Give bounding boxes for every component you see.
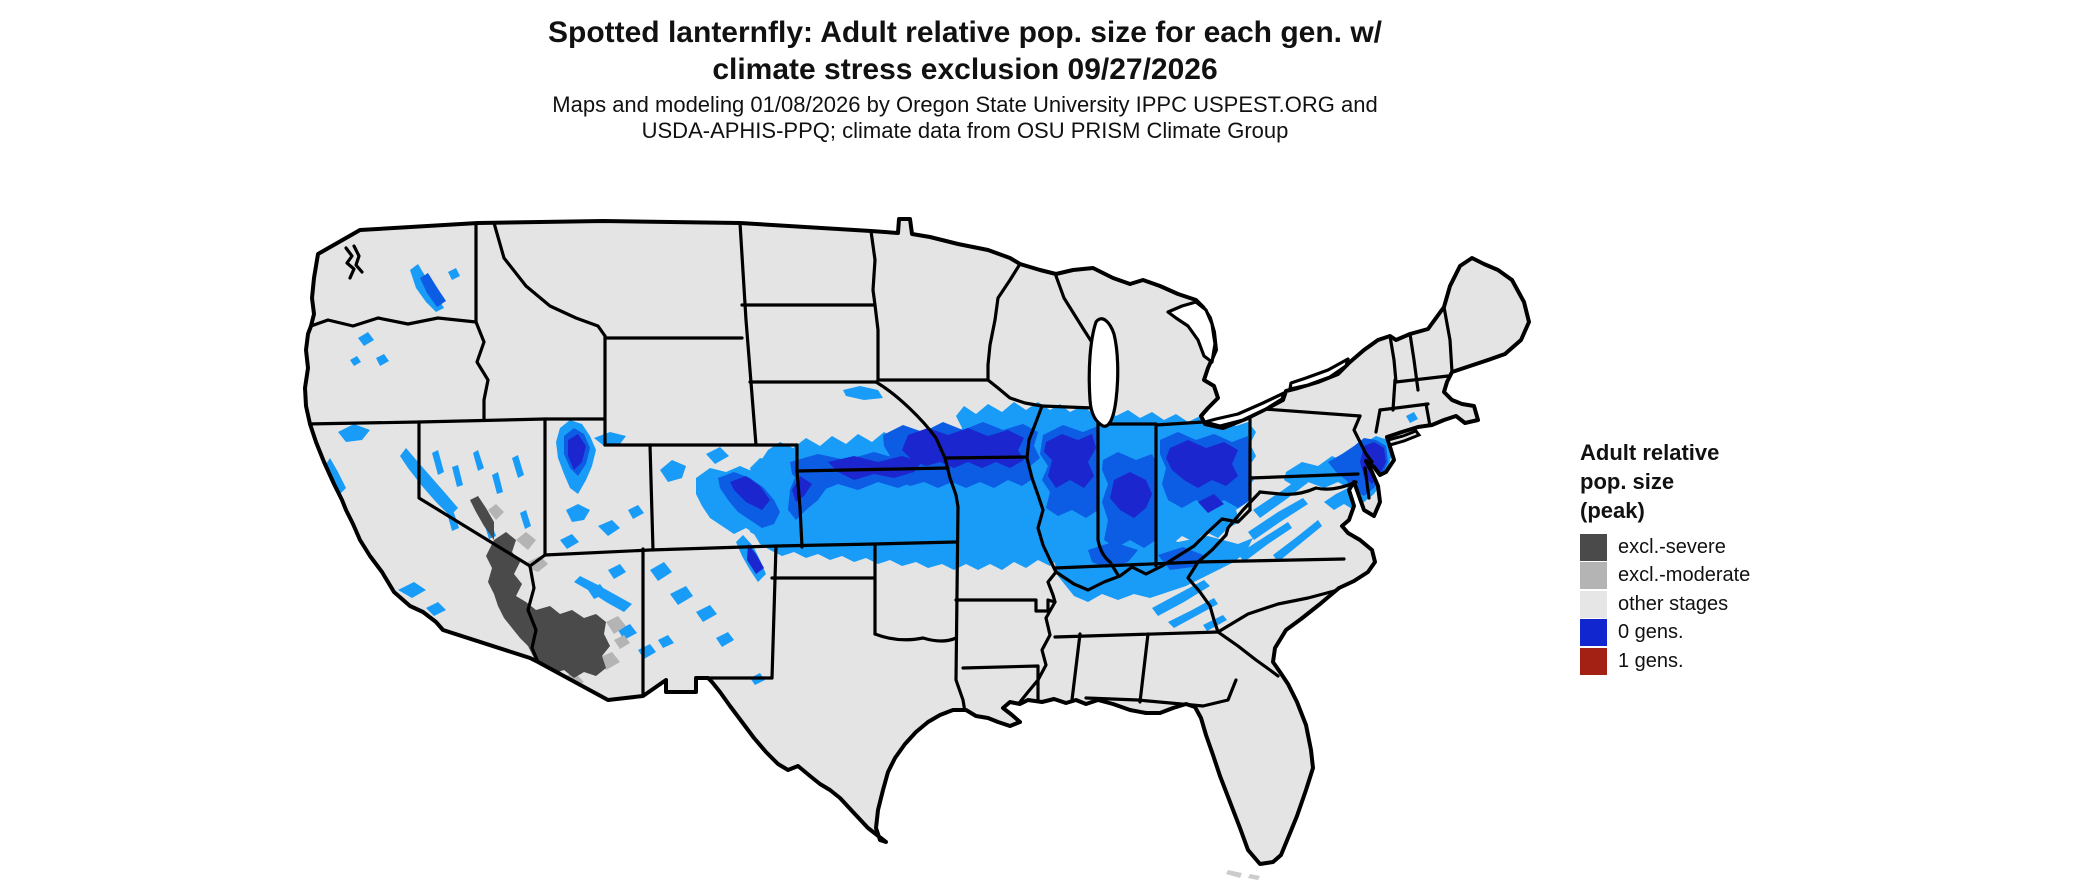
blue-region-deep-cores	[568, 428, 1386, 574]
legend-label-excl-moderate: excl.-moderate	[1618, 564, 1751, 587]
legend-swatch-other-stages	[1580, 590, 1607, 618]
legend-swatch-excl-moderate	[1580, 562, 1607, 590]
legend-label-0-gens: 0 gens.	[1618, 621, 1684, 644]
lake-huron	[1166, 300, 1217, 364]
long-island	[1385, 429, 1422, 447]
legend-label-other-stages: other stages	[1618, 592, 1729, 615]
map-subtitle-line-1: Maps and modeling 01/08/2026 by Oregon S…	[552, 92, 1378, 117]
conus-coastline	[303, 217, 1531, 866]
map-subtitle: Maps and modeling 01/08/2026 by Oregon S…	[0, 92, 1930, 144]
lake-erie	[1203, 391, 1286, 428]
puget-sound-inlets	[344, 244, 364, 280]
blue-region-west-mountains	[326, 264, 1418, 685]
us-map	[298, 210, 1558, 892]
legend-items: excl.-severe excl.-moderate other stages…	[1580, 533, 1910, 676]
blue-region-appalachian-ridges	[1238, 472, 1322, 562]
legend-swatch-0-gens	[1580, 619, 1607, 647]
florida-keys	[1226, 870, 1260, 880]
legend-swatch-1-gens	[1580, 647, 1607, 675]
legend-title: Adult relative pop. size (peak)	[1580, 438, 1910, 525]
legend-row-1-gens: 1 gens.	[1580, 647, 1910, 676]
map-title: Spotted lanternfly: Adult relative pop. …	[0, 14, 1930, 88]
legend-swatch-excl-severe	[1580, 533, 1607, 561]
legend-row-other-stages: other stages	[1580, 590, 1910, 619]
blue-region-tennessee-streaks	[1152, 580, 1227, 631]
lake-ontario	[1288, 357, 1350, 391]
legend-label-1-gens: 1 gens.	[1618, 649, 1684, 672]
legend-row-0-gens: 0 gens.	[1580, 619, 1910, 648]
us-map-svg	[303, 217, 1531, 880]
legend-row-excl-severe: excl.-severe	[1580, 533, 1910, 562]
legend-title-line-2: pop. size	[1580, 469, 1675, 494]
gray-region-exclusion-severe	[470, 496, 610, 678]
map-title-line-2: climate stress exclusion 09/27/2026	[712, 53, 1218, 86]
legend-title-line-3: (peak)	[1580, 498, 1645, 523]
legend: Adult relative pop. size (peak) excl.-se…	[1580, 438, 1910, 676]
legend-label-excl-severe: excl.-severe	[1618, 535, 1726, 558]
legend-title-line-1: Adult relative	[1580, 440, 1720, 465]
lake-michigan	[1087, 317, 1120, 428]
map-title-line-1: Spotted lanternfly: Adult relative pop. …	[547, 16, 1382, 49]
legend-row-excl-moderate: excl.-moderate	[1580, 562, 1910, 591]
blue-region-michigan-edge	[843, 386, 1156, 432]
map-subtitle-line-2: USDA-APHIS-PPQ; climate data from OSU PR…	[641, 118, 1289, 143]
state-borders	[305, 221, 1454, 720]
